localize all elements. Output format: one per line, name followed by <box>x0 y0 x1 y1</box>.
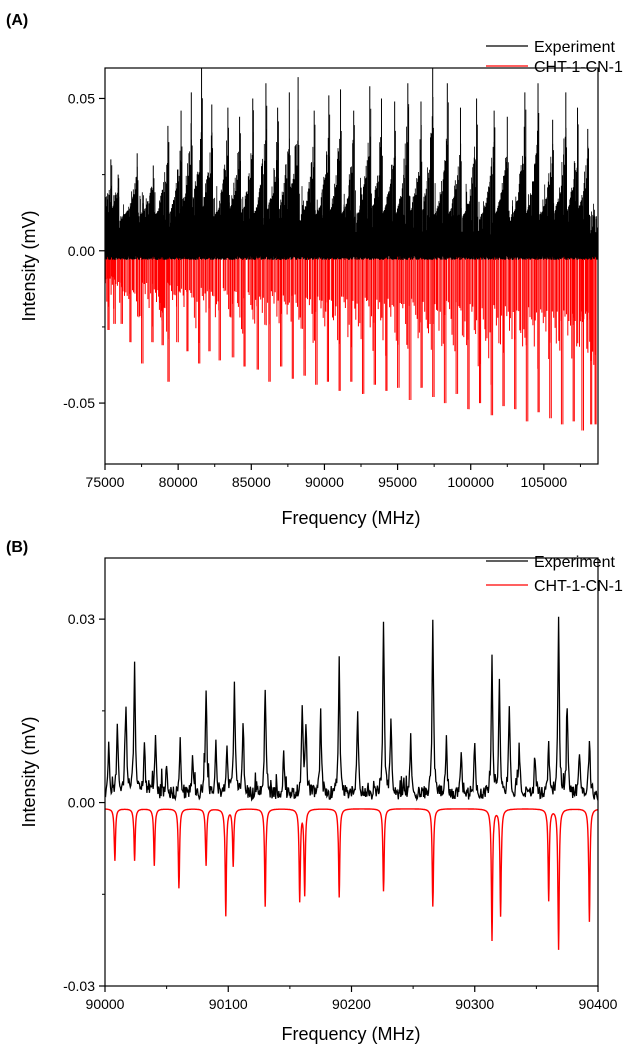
panel-b-legend: Experiment CHT-1-CN-1 <box>486 554 623 595</box>
panel-b-y-ticks: -0.03 0.00 0.03 <box>63 611 105 994</box>
x-tick-label: 95000 <box>378 474 417 490</box>
x-tick-label: 80000 <box>159 474 198 490</box>
x-tick-label: 90400 <box>579 996 618 1012</box>
series-experiment <box>105 68 598 260</box>
panel-a-label: (A) <box>6 12 28 29</box>
series-cht-1-cn-1 <box>105 808 598 950</box>
panel-b-x-axis-title: Frequency (MHz) <box>281 1024 420 1044</box>
panel-a-chart: (A) 75000 80000 85000 90000 95000 100000 10500… <box>6 12 623 528</box>
panel-a-x-axis-title: Frequency (MHz) <box>281 508 420 528</box>
x-tick-label: 100000 <box>447 474 494 490</box>
y-tick-label: 0.00 <box>68 795 95 811</box>
y-tick-label: 0.05 <box>68 90 95 106</box>
x-tick-label: 90200 <box>332 996 371 1012</box>
y-tick-label: 0.03 <box>68 611 95 627</box>
panel-b-y-axis-title: Intensity (mV) <box>19 716 39 827</box>
panel-a-x-ticks: 75000 80000 85000 90000 95000 100000 105000 <box>86 464 581 490</box>
legend-label-simulation: CHT-1-CN-1 <box>534 578 623 595</box>
panel-a-frame <box>104 67 599 465</box>
panel-a-y-ticks: -0.05 0.00 0.05 <box>63 90 105 411</box>
legend-label-experiment: Experiment <box>534 39 615 56</box>
x-tick-label: 105000 <box>521 474 568 490</box>
panel-a-y-axis-title: Intensity (mV) <box>19 210 39 321</box>
legend-label-experiment: Experiment <box>534 554 615 571</box>
y-tick-label: -0.03 <box>63 978 95 994</box>
experiment-trace <box>105 97 598 260</box>
legend-label-simulation: CHT-1-CN-1 <box>534 59 623 76</box>
y-tick-label: -0.05 <box>63 395 95 411</box>
panel-b-plot-area <box>105 616 598 950</box>
x-tick-label: 85000 <box>232 474 271 490</box>
panel-b-chart: (B) 90000 90100 90200 90300 90400 -0.03 0.00 0… <box>6 539 623 1044</box>
x-tick-label: 90300 <box>455 996 494 1012</box>
panel-a-plot-area <box>105 68 598 431</box>
panel-a-legend: Experiment CHT-1-CN-1 <box>486 39 623 76</box>
x-tick-label: 75000 <box>86 474 125 490</box>
series-cht-1-cn-1 <box>105 250 597 431</box>
y-tick-label: 0.00 <box>68 243 95 259</box>
panel-b-x-ticks: 90000 90100 90200 90300 90400 <box>86 986 618 1012</box>
panel-b-series-group <box>105 616 598 950</box>
x-tick-label: 90000 <box>86 996 125 1012</box>
panel-b-label: (B) <box>6 539 28 556</box>
panel-a-series-group <box>105 68 598 431</box>
series-experiment <box>105 616 598 802</box>
x-tick-label: 90100 <box>209 996 248 1012</box>
x-tick-label: 90000 <box>305 474 344 490</box>
